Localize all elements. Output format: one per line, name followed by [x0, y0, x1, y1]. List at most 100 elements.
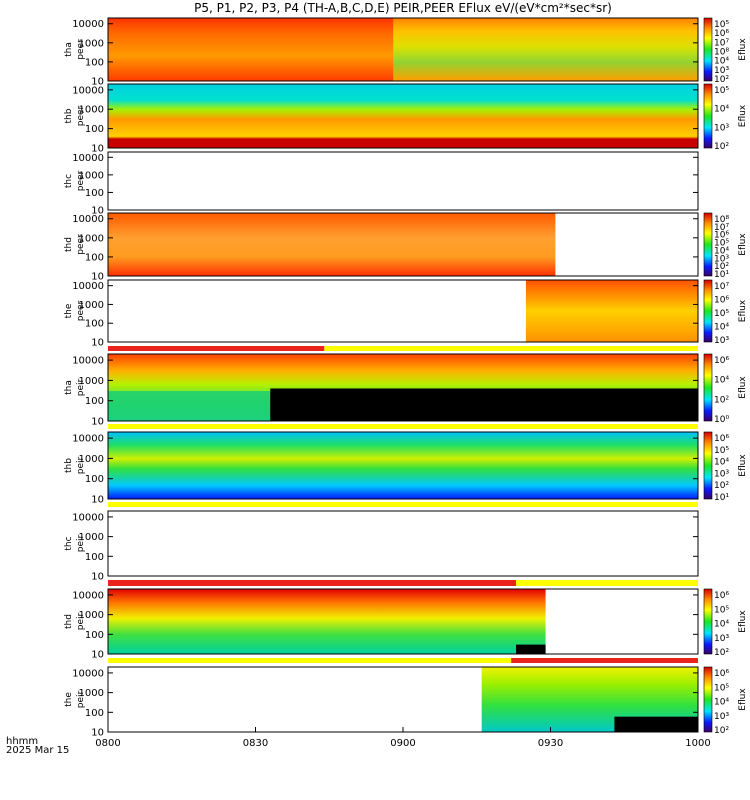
y-label-species: peer: [76, 300, 86, 321]
y-tick-label: 10000: [72, 214, 104, 225]
panel-frame-thc-peir: [107, 510, 699, 577]
y-tick-label: 1000: [79, 105, 104, 116]
y-tick-label: 100: [85, 474, 104, 485]
mode-bar-segment: [324, 346, 698, 351]
spectrogram-the-peir-nodata: [614, 716, 698, 732]
x-tick-label: 0830: [243, 738, 268, 749]
y-tick-label: 1000: [79, 233, 104, 244]
colorbar-label: Eflux: [738, 299, 748, 322]
spectrogram-thd-peir: [108, 589, 546, 654]
panel-frame-thb-peir: [107, 431, 699, 500]
colorbar-tha-peir: [703, 353, 713, 422]
colorbar-tick-label: 10⁵: [714, 86, 729, 96]
colorbar-tick-label: 10⁸: [714, 215, 729, 225]
colorbar-tha-peer: [703, 17, 713, 82]
y-tick-label: 10000: [72, 85, 104, 96]
colorbar-thb-peer: [703, 83, 713, 149]
colorbar-label: Eflux: [738, 610, 748, 633]
date-label: 2025 Mar 15: [6, 745, 70, 756]
colorbar-tick-label: 10⁵: [714, 683, 729, 693]
colorbar-tick-label: 10⁴: [714, 376, 729, 386]
y-tick-label: 100: [85, 396, 104, 407]
colorbar-tick-label: 10⁷: [714, 282, 729, 292]
colorbar-tick-label: 10¹: [714, 270, 729, 280]
colorbar-tick-label: 10³: [714, 712, 729, 722]
y-tick-label: 100: [85, 319, 104, 330]
y-label-probe: the: [64, 303, 74, 318]
mode-bar-segment: [108, 580, 517, 586]
y-label-probe: thc: [64, 174, 74, 188]
mode-bar-segment: [108, 346, 325, 351]
y-tick-label: 10000: [72, 153, 104, 164]
colorbar-label: Eflux: [738, 38, 748, 61]
x-tick-label: 0900: [390, 738, 415, 749]
spectrogram-thd-peir-nodata: [516, 644, 546, 654]
spectrogram-tha-peer-late: [393, 18, 698, 81]
colorbar-thd-peir: [703, 588, 713, 655]
colorbar-tick-label: 10⁴: [714, 323, 729, 333]
y-tick-label: 1000: [79, 300, 104, 311]
colorbar-label: Eflux: [738, 104, 748, 127]
colorbar-tick-label: 10²: [714, 262, 729, 272]
y-tick-label: 100: [85, 124, 104, 135]
colorbar-tick-label: 10⁴: [714, 698, 729, 708]
y-tick-label: 10: [91, 272, 104, 283]
y-label-probe: thb: [64, 108, 74, 123]
colorbar-tick-label: 10⁴: [714, 57, 729, 67]
colorbar-tick-label: 10⁶: [714, 296, 729, 306]
colorbar-tick-label: 10³: [714, 66, 729, 76]
colorbar-tick-label: 10²: [714, 648, 729, 658]
colorbar-label: Eflux: [738, 376, 748, 399]
y-tick-label: 10000: [72, 356, 104, 367]
y-label-species: peir: [76, 534, 86, 552]
colorbar-tick-label: 10³: [714, 634, 729, 644]
y-tick-label: 10000: [72, 19, 104, 30]
spectrogram-tha-peir-nodata: [270, 388, 698, 421]
y-tick-label: 10: [91, 495, 104, 506]
y-label-species: peir: [76, 378, 86, 396]
x-tick-label: 1000: [685, 738, 710, 749]
y-tick-label: 1000: [79, 610, 104, 621]
spectrogram-fills: [108, 17, 713, 733]
colorbar-thb-peir: [703, 431, 713, 500]
y-label-species: peer: [76, 234, 86, 255]
colorbar-label: Eflux: [738, 454, 748, 477]
colorbar-tick-label: 10⁶: [714, 356, 729, 366]
y-label-probe: the: [64, 692, 74, 707]
panel-frame-tha-peer: [107, 17, 699, 82]
y-label-probe: tha: [64, 42, 74, 57]
colorbar-tick-label: 10³: [714, 336, 729, 346]
y-tick-label: 100: [85, 252, 104, 263]
y-tick-label: 1000: [79, 170, 104, 181]
panel-frame-thb-peer: [107, 83, 699, 149]
colorbar-tick-label: 10²: [714, 726, 729, 736]
colorbar-the-peer: [703, 279, 713, 343]
y-label-species: peer: [76, 170, 86, 191]
colorbar-tick-label: 10⁰: [714, 415, 729, 425]
y-tick-label: 1000: [79, 38, 104, 49]
colorbar-label: Eflux: [738, 233, 748, 256]
colorbar-tick-label: 10⁶: [714, 29, 729, 39]
spectrogram-thb-peir: [108, 432, 698, 499]
y-label-probe: thd: [64, 237, 74, 252]
y-tick-label: 10000: [72, 434, 104, 445]
y-label-species: peer: [76, 105, 86, 126]
y-tick-label: 10: [91, 338, 104, 349]
y-label-species: peir: [76, 456, 86, 474]
colorbar-tick-label: 10⁵: [714, 20, 729, 30]
colorbar-tick-label: 10⁶: [714, 669, 729, 679]
y-tick-label: 100: [85, 552, 104, 563]
colorbar-tick-label: 10⁷: [714, 38, 729, 48]
panel-frames: [107, 17, 699, 733]
colorbar-tick-label: 10⁷: [714, 223, 729, 233]
panel-frame-tha-peir: [107, 353, 699, 422]
y-label-species: peer: [76, 39, 86, 60]
spectrogram-the-peer: [525, 280, 698, 342]
colorbar-tick-label: 10²: [714, 75, 729, 85]
colorbar-tick-label: 10³: [714, 254, 729, 264]
colorbar-tick-label: 10⁵: [714, 605, 729, 615]
y-label-probe: thd: [64, 614, 74, 629]
panel-frame-thc-peer: [107, 151, 699, 211]
y-tick-label: 10000: [72, 281, 104, 292]
